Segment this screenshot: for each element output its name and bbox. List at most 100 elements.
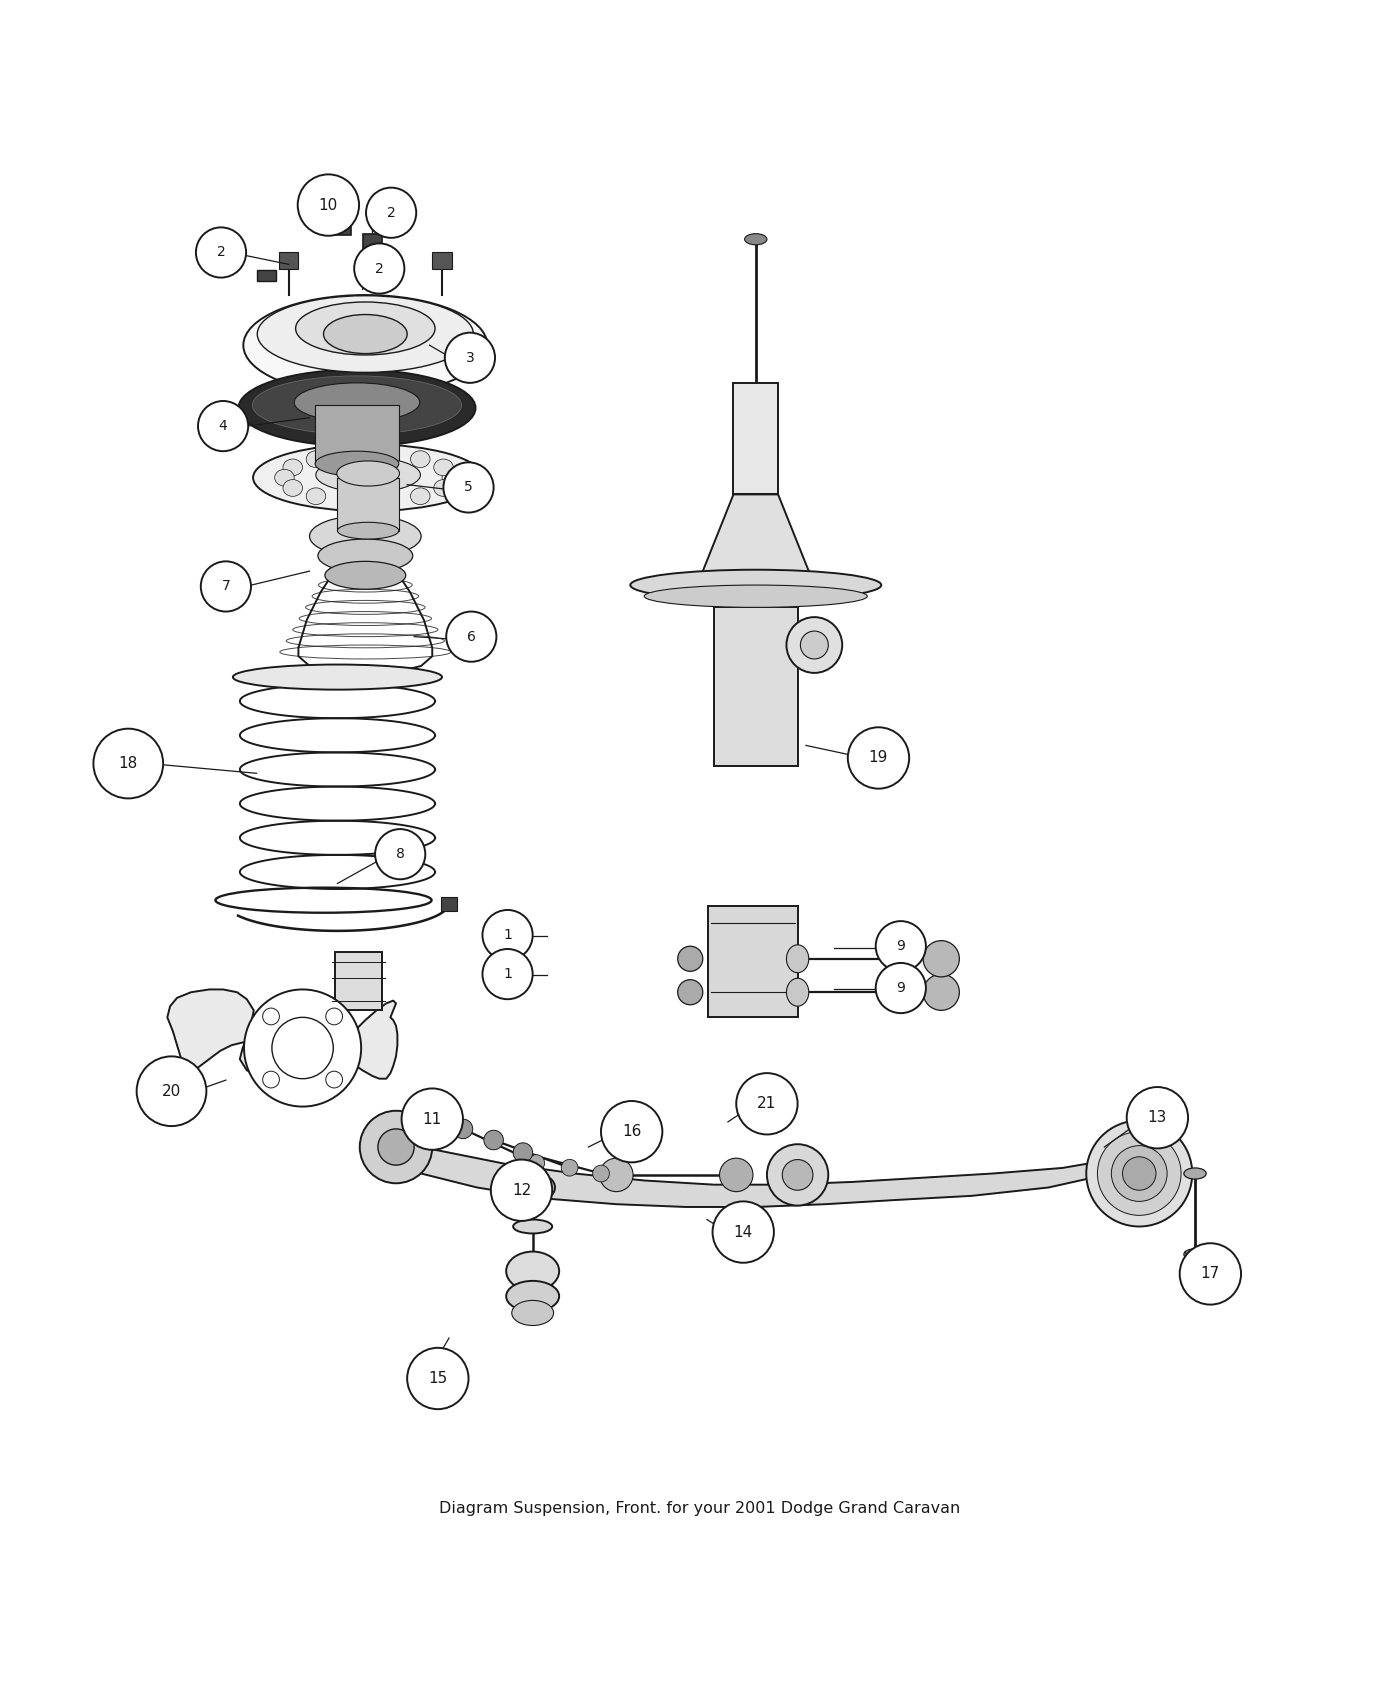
Text: 21: 21 [757,1096,777,1112]
Circle shape [1180,1243,1240,1304]
Ellipse shape [410,450,430,468]
Text: 2: 2 [386,206,396,219]
Circle shape [197,401,248,451]
Ellipse shape [295,303,435,355]
Bar [279,252,298,269]
Ellipse shape [283,479,302,496]
Circle shape [923,974,959,1010]
Text: 6: 6 [466,629,476,644]
Circle shape [678,947,703,971]
Text: 4: 4 [218,420,227,434]
Ellipse shape [337,522,399,539]
Ellipse shape [787,945,809,972]
Text: 14: 14 [734,1224,753,1239]
Ellipse shape [1184,1250,1207,1260]
Ellipse shape [340,445,360,462]
Text: 11: 11 [423,1112,442,1127]
Circle shape [196,228,246,277]
Ellipse shape [323,314,407,354]
Text: 2: 2 [375,262,384,275]
Bar [708,906,798,1017]
Text: 19: 19 [869,750,888,765]
Text: 15: 15 [428,1370,448,1385]
Circle shape [483,949,532,1000]
Circle shape [365,187,416,238]
Circle shape [736,1073,798,1134]
Circle shape [848,728,909,789]
Ellipse shape [309,515,421,558]
Text: 12: 12 [512,1183,531,1198]
Circle shape [514,1142,532,1163]
Ellipse shape [630,570,881,600]
Circle shape [375,830,426,879]
Circle shape [767,1144,829,1205]
Circle shape [783,1159,813,1190]
Ellipse shape [644,585,868,607]
Text: 18: 18 [119,756,139,772]
Bar [734,382,778,495]
Circle shape [601,1102,662,1163]
Circle shape [326,1008,343,1025]
Ellipse shape [410,488,430,505]
Ellipse shape [745,233,767,245]
Circle shape [1086,1120,1193,1226]
Circle shape [1123,1156,1156,1190]
Circle shape [561,1159,578,1176]
Circle shape [298,175,358,236]
Circle shape [407,1348,469,1409]
Bar [433,252,452,269]
Text: 9: 9 [896,938,906,954]
Text: 13: 13 [1148,1110,1168,1125]
Ellipse shape [787,977,809,1006]
Text: 3: 3 [466,350,475,366]
Circle shape [354,243,405,294]
Ellipse shape [238,369,476,447]
Ellipse shape [283,459,302,476]
Circle shape [445,333,496,382]
Circle shape [875,921,925,971]
Circle shape [801,631,829,660]
Circle shape [444,462,494,512]
Circle shape [528,1154,545,1171]
Text: 10: 10 [319,197,337,212]
Circle shape [1127,1086,1189,1149]
Bar [315,405,399,464]
Ellipse shape [316,457,420,493]
Bar [363,233,382,253]
Bar [337,478,399,530]
Ellipse shape [514,1219,552,1234]
Circle shape [94,729,164,799]
Text: Diagram Suspension, Front. for your 2001 Dodge Grand Caravan: Diagram Suspension, Front. for your 2001… [440,1501,960,1516]
Circle shape [263,1071,280,1088]
Ellipse shape [318,539,413,573]
Circle shape [678,979,703,1005]
Circle shape [454,1119,473,1139]
Text: 1: 1 [503,967,512,981]
Circle shape [378,1129,414,1164]
Ellipse shape [434,459,454,476]
Ellipse shape [337,461,399,486]
Circle shape [599,1158,633,1192]
Text: 20: 20 [162,1083,181,1098]
Bar [335,952,382,1010]
Ellipse shape [307,450,326,468]
Circle shape [491,1159,552,1221]
Circle shape [447,612,497,661]
Text: 2: 2 [217,245,225,260]
Ellipse shape [258,296,473,372]
Text: 1: 1 [503,928,512,942]
Ellipse shape [525,1175,554,1200]
Ellipse shape [294,382,420,422]
Circle shape [360,1110,433,1183]
Circle shape [923,940,959,978]
Circle shape [713,1202,774,1263]
Bar [441,898,458,911]
Ellipse shape [232,665,442,690]
Text: 16: 16 [622,1124,641,1139]
Ellipse shape [307,488,326,505]
Text: 5: 5 [465,481,473,495]
Bar [332,216,351,235]
Bar [714,607,798,767]
Circle shape [483,910,532,960]
Circle shape [720,1158,753,1192]
